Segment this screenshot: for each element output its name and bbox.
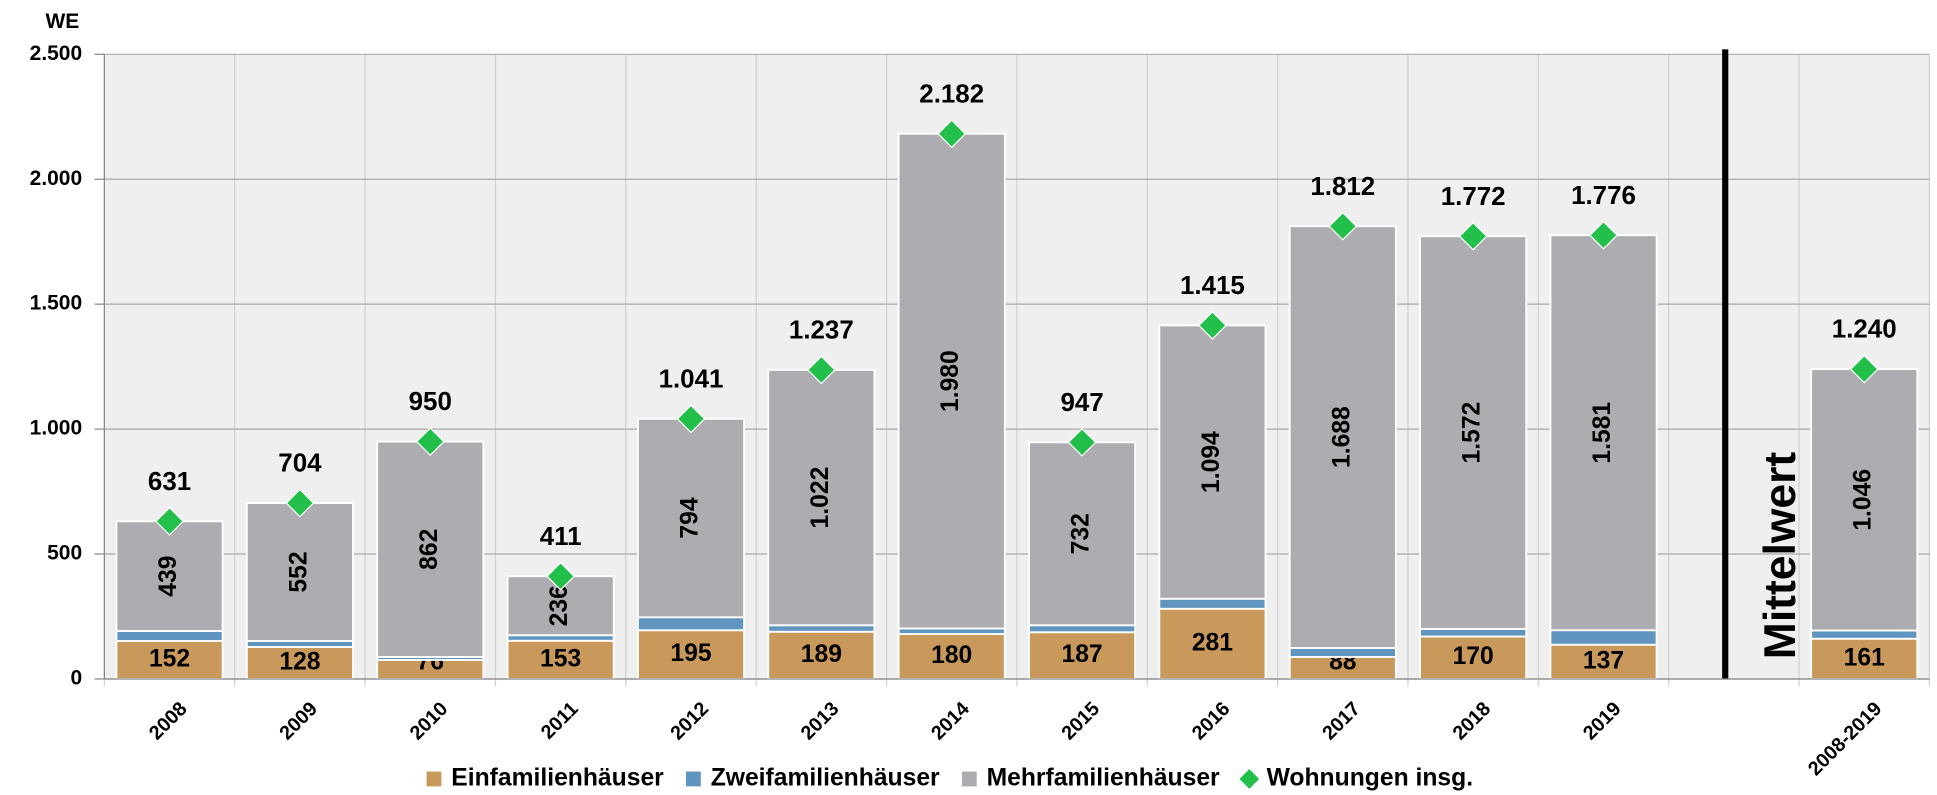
y-tick-label: 500 xyxy=(47,542,82,565)
value-label: 1.046 xyxy=(1850,469,1877,531)
value-label: 137 xyxy=(1583,647,1624,674)
value-label: 1.688 xyxy=(1328,406,1355,468)
value-label: 552 xyxy=(285,551,312,592)
value-label: 170 xyxy=(1453,643,1494,670)
total-label: 1.415 xyxy=(1180,272,1245,300)
value-label: 1.094 xyxy=(1198,431,1225,493)
value-label: 794 xyxy=(677,497,704,538)
bar-segment xyxy=(638,617,744,630)
x-tick-label: 2012 xyxy=(666,698,713,745)
annotation: Mittelwert xyxy=(1756,452,1805,660)
total-label: 1.041 xyxy=(659,365,724,393)
x-tick-label: 2018 xyxy=(1449,698,1496,745)
legend-label: Einfamilienhäuser xyxy=(451,764,664,791)
total-label: 1.237 xyxy=(789,316,854,344)
y-tick-label: 1.000 xyxy=(30,417,82,440)
value-label: 180 xyxy=(931,642,972,669)
total-label: 631 xyxy=(148,468,191,496)
x-tick-label: 2015 xyxy=(1057,698,1104,745)
value-label: 189 xyxy=(801,641,842,668)
x-tick-label: 2019 xyxy=(1579,698,1626,745)
value-label: 128 xyxy=(279,648,320,675)
total-label: 1.240 xyxy=(1832,316,1897,344)
bar-segment xyxy=(1550,630,1656,644)
y-tick-label: 0 xyxy=(70,667,82,690)
total-label: 1.772 xyxy=(1441,183,1506,211)
value-label: 862 xyxy=(416,529,443,570)
total-label: 947 xyxy=(1060,389,1103,417)
x-tick-label: 2013 xyxy=(797,698,844,745)
total-label: 411 xyxy=(540,523,582,551)
value-label: 281 xyxy=(1192,629,1233,656)
legend-label: Wohnungen insg. xyxy=(1267,764,1473,791)
legend-swatch xyxy=(686,772,701,787)
legend-label: Mehrfamilienhäuser xyxy=(987,764,1220,791)
x-tick-label: 2009 xyxy=(275,698,322,745)
value-label: 1.581 xyxy=(1589,402,1616,464)
value-label: 153 xyxy=(540,645,581,672)
bar-segment xyxy=(1159,599,1265,609)
value-label: 1.980 xyxy=(937,350,964,412)
legend-swatch xyxy=(1239,769,1259,789)
legend-label: Zweifamilienhäuser xyxy=(711,764,940,791)
legend-swatch xyxy=(962,772,977,787)
x-tick-label: 2014 xyxy=(927,698,974,745)
bar-segment xyxy=(1290,648,1396,657)
value-label: 1.572 xyxy=(1459,402,1486,464)
chart: WE 05001.0001.5002.0002.5002008152404396… xyxy=(0,0,1937,795)
x-tick-label: 2011 xyxy=(537,698,583,744)
y-tick-label: 2.000 xyxy=(30,167,82,190)
value-label: 236 xyxy=(546,585,573,626)
x-tick-label: 2016 xyxy=(1188,698,1235,745)
bar-segment xyxy=(1420,629,1526,636)
x-tick-label: 2010 xyxy=(406,698,453,745)
value-label: 161 xyxy=(1844,644,1885,671)
value-label: 195 xyxy=(670,640,711,667)
total-label: 950 xyxy=(409,388,452,416)
y-tick-label: 1.500 xyxy=(30,292,82,315)
x-tick-label: 2008-2019 xyxy=(1804,698,1886,780)
total-label: 704 xyxy=(278,450,322,478)
value-label: 732 xyxy=(1068,513,1095,554)
x-tick-label: 2017 xyxy=(1318,698,1365,745)
bar-segment xyxy=(768,625,874,631)
y-tick-label: 2.500 xyxy=(30,42,82,65)
legend-swatch xyxy=(427,772,442,787)
bar-segment xyxy=(116,631,222,641)
bar-segment xyxy=(1811,630,1917,638)
value-label: 439 xyxy=(155,556,182,597)
y-axis-label: WE xyxy=(46,10,80,33)
total-label: 2.182 xyxy=(919,80,984,108)
value-label: 1.022 xyxy=(807,467,834,529)
value-label: 152 xyxy=(149,645,190,672)
total-label: 1.776 xyxy=(1571,182,1636,210)
value-label: 187 xyxy=(1061,641,1102,668)
x-tick-label: 2008 xyxy=(145,698,192,745)
total-label: 1.812 xyxy=(1310,173,1375,201)
bar-segment xyxy=(1029,625,1135,632)
